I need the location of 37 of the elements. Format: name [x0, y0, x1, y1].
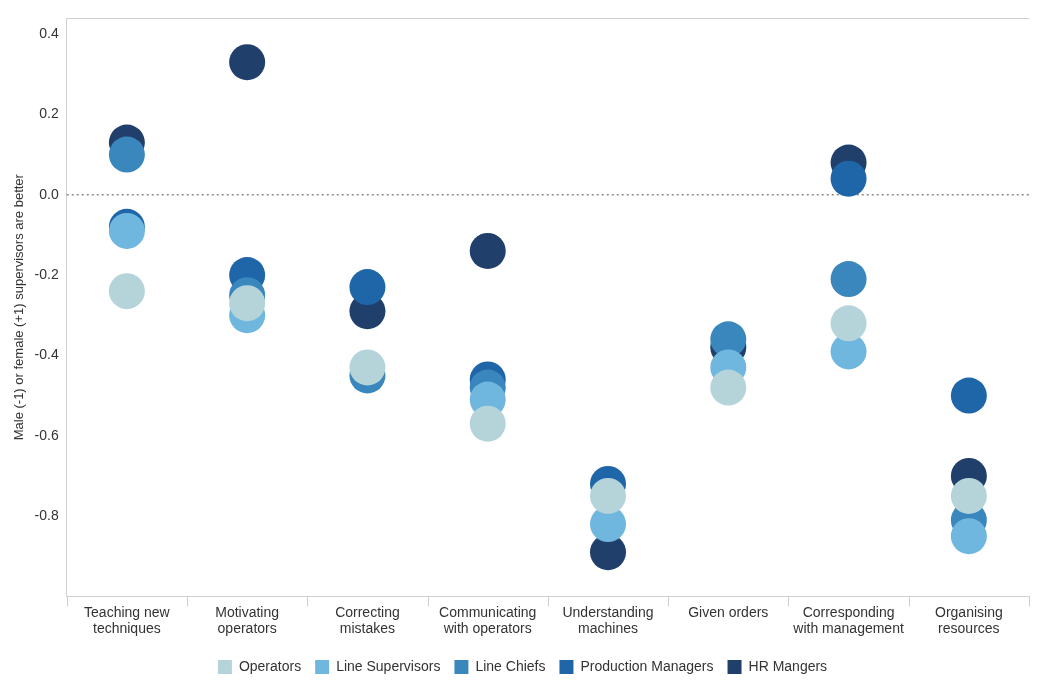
legend-label: Operators — [238, 657, 302, 674]
x-tick-label: Given orders — [688, 603, 769, 620]
y-axis-title: Male (-1) or female (+1) supervisors are better — [11, 173, 27, 441]
x-tick-label: Motivating operators — [215, 603, 280, 637]
y-tick-label: -0.8 — [34, 506, 59, 523]
x-tick-label: Communicating with operators — [439, 603, 537, 637]
legend-label: Production Managers — [580, 657, 714, 674]
point — [950, 518, 987, 555]
x-tick-label: Correcting mistakes — [335, 603, 400, 637]
x-tick-label: Organising resources — [935, 603, 1003, 637]
point — [590, 477, 626, 514]
point — [229, 285, 266, 322]
y-tick-label: 0.2 — [39, 105, 59, 122]
point — [108, 273, 145, 310]
point — [229, 44, 266, 81]
legend-label: Line Chiefs — [475, 657, 546, 674]
point — [950, 477, 987, 514]
y-tick-label: -0.4 — [34, 346, 59, 363]
y-tick-label: 0.0 — [39, 185, 59, 202]
point — [830, 261, 867, 298]
y-tick-label: -0.2 — [34, 265, 59, 282]
y-tick-label: 0.4 — [39, 24, 59, 41]
x-tick-label: Understanding machines — [562, 603, 654, 637]
point — [469, 405, 506, 442]
point — [469, 232, 506, 269]
point — [108, 136, 145, 173]
legend-label: Line Supervisors — [336, 657, 441, 674]
point — [950, 377, 987, 414]
point — [349, 349, 386, 386]
point — [710, 369, 747, 406]
x-tick-label: Corresponding with management — [792, 603, 904, 637]
point — [830, 305, 867, 342]
point — [349, 269, 386, 306]
x-tick-label: Teaching new techniques — [84, 603, 171, 637]
y-tick-label: -0.6 — [34, 426, 59, 443]
point — [830, 160, 867, 197]
legend-label: HR Mangers — [748, 657, 828, 674]
